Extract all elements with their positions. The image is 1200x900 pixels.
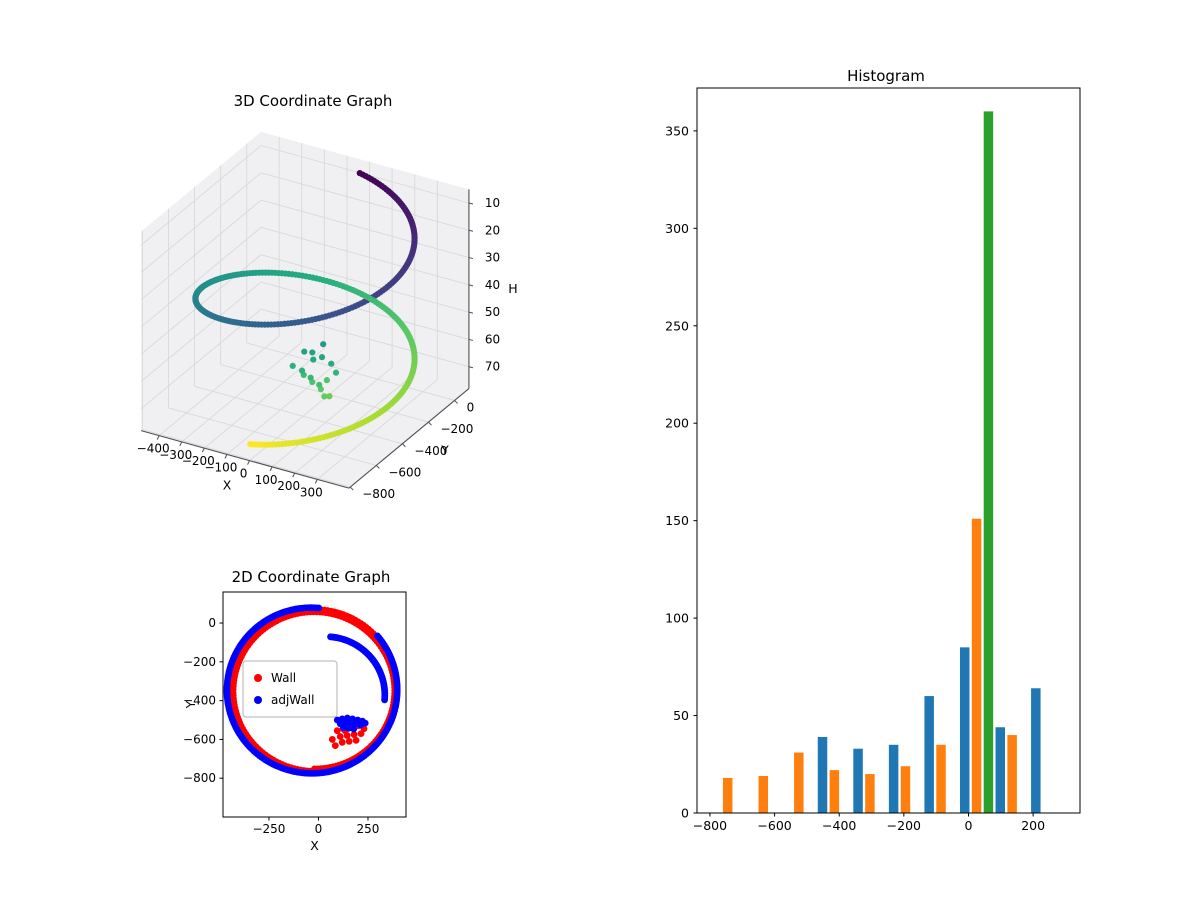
hist-canvas: −800 −600 −400 −200 0 200 0 50 100 150 200 250 300 35… [665, 87, 1081, 833]
svg-text:−800: −800 [693, 818, 727, 833]
svg-text:−800: −800 [362, 487, 395, 501]
svg-text:0: 0 [965, 818, 973, 833]
svg-text:0: 0 [240, 467, 248, 481]
svg-text:−250: −250 [252, 822, 285, 836]
svg-text:−200: −200 [182, 454, 215, 468]
svg-text:X: X [223, 477, 232, 492]
svg-text:Y: Y [183, 700, 198, 709]
svg-text:300: 300 [665, 221, 689, 236]
svg-text:150: 150 [665, 513, 689, 528]
svg-text:70: 70 [485, 360, 500, 374]
svg-text:−400: −400 [183, 694, 216, 708]
svg-text:−600: −600 [183, 732, 216, 746]
svg-text:20: 20 [485, 223, 500, 237]
svg-text:Wall: Wall [271, 671, 296, 685]
svg-text:0: 0 [208, 616, 216, 630]
plot3d-canvas: −400−300−200−100 0 100 200 3000−200−400−600−… [137, 131, 518, 501]
svg-text:40: 40 [485, 278, 500, 292]
svg-text:350: 350 [665, 123, 689, 138]
svg-text:−400: −400 [137, 442, 170, 456]
svg-text:200: 200 [1021, 818, 1045, 833]
svg-text:0: 0 [681, 806, 689, 821]
svg-text:0: 0 [467, 400, 475, 414]
svg-text:−400: −400 [414, 444, 447, 458]
svg-text:−100: −100 [204, 460, 237, 474]
svg-text:200: 200 [665, 416, 689, 431]
svg-text:100: 100 [665, 611, 689, 626]
svg-text:Y: Y [440, 442, 449, 457]
svg-text:30: 30 [485, 251, 500, 265]
svg-text:250: 250 [665, 318, 689, 333]
plot2d-canvas: −250 0 250 0 −200 −400 −600 −800 X Y Wall adjWall [183, 591, 407, 853]
svg-text:250: 250 [357, 822, 380, 836]
svg-text:50: 50 [485, 305, 500, 319]
svg-text:−200: −200 [183, 655, 216, 669]
svg-text:10: 10 [485, 196, 500, 210]
plot2d-title: 2D Coordinate Graph [231, 568, 391, 586]
svg-text:60: 60 [485, 332, 500, 346]
svg-text:−400: −400 [822, 818, 856, 833]
svg-text:−600: −600 [757, 818, 791, 833]
hist-title: Histogram [847, 67, 925, 85]
svg-text:X: X [310, 838, 319, 853]
svg-text:0: 0 [315, 822, 323, 836]
plot3d-title: 3D Coordinate Graph [233, 92, 393, 110]
svg-text:−300: −300 [159, 448, 192, 462]
svg-text:300: 300 [300, 485, 323, 499]
svg-text:200: 200 [277, 479, 300, 493]
svg-text:H: H [508, 281, 517, 296]
svg-text:adjWall: adjWall [271, 693, 314, 707]
svg-text:100: 100 [255, 473, 278, 487]
svg-text:−200: −200 [887, 818, 921, 833]
svg-text:50: 50 [673, 708, 689, 723]
svg-text:−600: −600 [388, 465, 421, 479]
svg-text:−200: −200 [440, 422, 473, 436]
svg-text:−800: −800 [183, 771, 216, 785]
